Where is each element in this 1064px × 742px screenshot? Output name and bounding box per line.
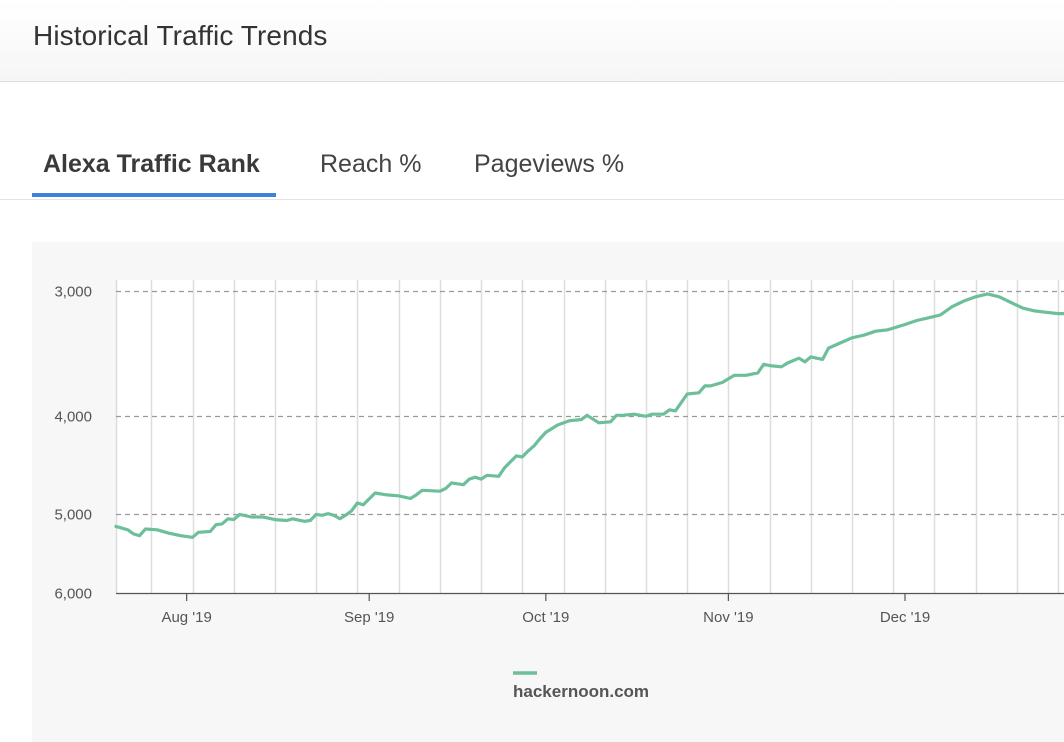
y-tick-label: 4,000 xyxy=(54,409,92,426)
x-tick-label: Sep '19 xyxy=(344,609,394,626)
page-header: Historical Traffic Trends xyxy=(0,0,1064,82)
tab-alexa-traffic-rank[interactable]: Alexa Traffic Rank xyxy=(43,150,260,178)
tab-reach[interactable]: Reach % xyxy=(320,150,422,178)
x-tick-label: Dec '19 xyxy=(880,609,930,626)
x-tick-label: Nov '19 xyxy=(703,609,753,626)
tab-pageviews[interactable]: Pageviews % xyxy=(474,150,625,178)
y-tick-label: 6,000 xyxy=(54,586,92,603)
plot-area xyxy=(116,280,1064,593)
legend-label: hackernoon.com xyxy=(513,682,649,701)
y-tick-label: 5,000 xyxy=(54,507,92,524)
y-tick-label: 3,000 xyxy=(54,284,92,301)
series-line-hackernoon xyxy=(114,292,1064,539)
tab-bar: Alexa Traffic Rank Reach % Pageviews % xyxy=(0,130,1064,200)
x-tick-label: Aug '19 xyxy=(161,609,211,626)
page-title: Historical Traffic Trends xyxy=(33,20,328,51)
active-tab-indicator xyxy=(32,193,276,197)
x-tick-label: Oct '19 xyxy=(522,609,569,626)
